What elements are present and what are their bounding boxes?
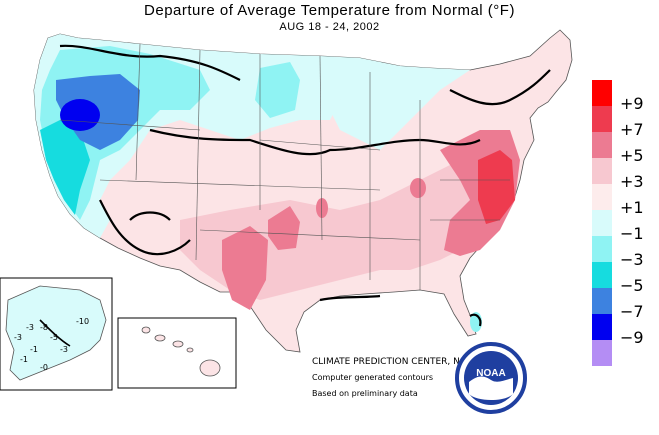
great-lakes-cool-area	[330, 58, 470, 150]
legend-label: +1	[620, 198, 644, 217]
legend-label: −5	[620, 276, 644, 295]
minus9-area	[60, 99, 100, 131]
legend-swatch	[592, 158, 612, 184]
map-subtitle: AUG 18 - 24, 2002	[279, 21, 380, 33]
legend-row: −9	[592, 314, 659, 347]
minus5-area	[40, 120, 90, 215]
alaska-label: -3	[14, 333, 22, 342]
plus5-area-missouri	[410, 178, 426, 198]
credits: CLIMATE PREDICTION CENTER, NOAA Computer…	[312, 357, 479, 405]
hawaii-islands	[141, 326, 221, 377]
legend-label: +5	[620, 146, 644, 165]
legend-label: +3	[620, 172, 644, 191]
contour-line	[469, 313, 482, 327]
legend-label: −9	[620, 328, 644, 347]
legend-swatch	[592, 262, 612, 288]
legend-row	[592, 340, 659, 366]
legend-row: −1	[592, 210, 659, 243]
alaska-label: -1	[20, 355, 28, 364]
alaska-label: -1	[30, 345, 38, 354]
legend-row: −5	[592, 262, 659, 295]
legend-swatch	[592, 106, 612, 132]
alaska-label: -10	[76, 317, 89, 326]
legend-label: −7	[620, 302, 644, 321]
legend-row: +5	[592, 132, 659, 165]
alaska-contour	[39, 319, 71, 347]
plus7-area	[478, 150, 515, 224]
alaska-labels: -3 -8 -3 -5 -1 -3 -10 -1 -0	[14, 317, 89, 372]
contour-line	[319, 294, 381, 302]
legend-swatch	[592, 314, 612, 340]
legend-row: −7	[592, 288, 659, 321]
legend-swatch	[592, 340, 612, 366]
legend-label: +9	[620, 94, 644, 113]
contour-line	[449, 69, 551, 106]
legend-label: +7	[620, 120, 644, 139]
credits-line2: Based on preliminary data	[312, 389, 418, 398]
legend-swatch	[592, 210, 612, 236]
legend-row: +9	[592, 80, 659, 113]
contour-line	[59, 44, 241, 81]
legend-swatch	[592, 236, 612, 262]
legend-label: −1	[620, 224, 644, 243]
alaska-label: -5	[50, 333, 58, 342]
contour-line	[129, 211, 171, 221]
legend-row: +1	[592, 184, 659, 217]
minus3-area-plains	[255, 62, 300, 118]
legend-label: −3	[620, 250, 644, 269]
plus5-area-texas	[222, 226, 268, 310]
legend-row: +3	[592, 158, 659, 191]
plus5-area-kansas	[316, 198, 328, 218]
hawaii-inset-box	[117, 317, 237, 389]
state-boundaries	[59, 43, 510, 290]
alaska-label: -3	[26, 323, 34, 332]
map-title: Departure of Average Temperature from No…	[144, 2, 515, 19]
alaska-label: -0	[40, 363, 48, 372]
legend-row: −3	[592, 236, 659, 269]
legend: +9 +7 +5 +3 +1 −1 −3 −5 −7 −9	[592, 80, 659, 366]
contour-line	[149, 128, 481, 156]
alaska-shape	[5, 285, 107, 381]
legend-swatch	[592, 184, 612, 210]
credits-center: CLIMATE PREDICTION CENTER, NOAA	[312, 357, 480, 367]
alaska-label: -3	[60, 345, 68, 354]
legend-swatch	[592, 80, 612, 106]
alaska-label: -8	[40, 323, 48, 332]
plus5-area-oklahoma	[268, 206, 300, 250]
legend-swatch	[592, 288, 612, 314]
noaa-logo: NOAA	[455, 342, 527, 414]
legend-row: +7	[592, 106, 659, 139]
credits-line1: Computer generated contours	[312, 373, 434, 382]
noaa-logo-text: NOAA	[476, 368, 505, 379]
legend-swatch	[592, 132, 612, 158]
contour-line	[99, 199, 191, 256]
